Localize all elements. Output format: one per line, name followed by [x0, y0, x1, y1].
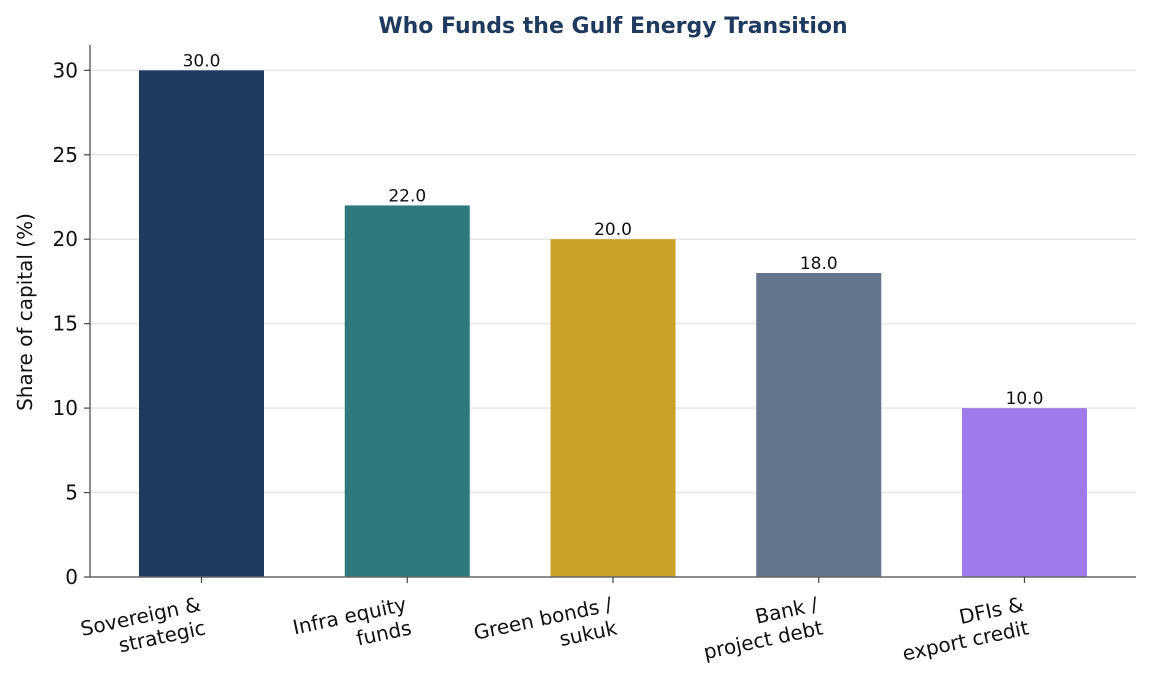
data-label: 10.0 — [1006, 389, 1044, 409]
x-tick-label-group: Bank /project debt — [701, 592, 825, 664]
bar — [344, 205, 470, 577]
data-label: 22.0 — [388, 186, 426, 206]
bar — [756, 273, 882, 577]
y-tick-label: 20 — [53, 227, 78, 251]
data-label: 20.0 — [594, 220, 632, 240]
data-label: 30.0 — [183, 51, 221, 71]
y-ticks: 0 5 10 15 20 25 30 — [53, 58, 90, 589]
y-tick-label: 30 — [53, 58, 78, 82]
bar — [550, 239, 676, 577]
bar — [962, 408, 1087, 577]
y-tick-label: 15 — [53, 312, 78, 336]
bars — [139, 70, 1087, 577]
y-tick-label: 25 — [53, 143, 78, 167]
y-tick-label: 10 — [53, 396, 78, 420]
x-tick-label-group: DFIs &export credit — [900, 592, 1031, 666]
x-tick-label-group: Green bonds /sukuk — [472, 592, 620, 651]
y-axis-label: Share of capital (%) — [13, 213, 37, 411]
data-labels: 30.0 22.0 20.0 18.0 10.0 — [183, 51, 1044, 409]
bar — [139, 70, 264, 577]
y-tick-label: 0 — [65, 565, 78, 589]
y-tick-label: 5 — [65, 481, 78, 505]
x-tick-label-group: Sovereign &strategic — [78, 592, 207, 657]
data-label: 18.0 — [800, 254, 838, 274]
chart-title: Who Funds the Gulf Energy Transition — [378, 14, 847, 39]
